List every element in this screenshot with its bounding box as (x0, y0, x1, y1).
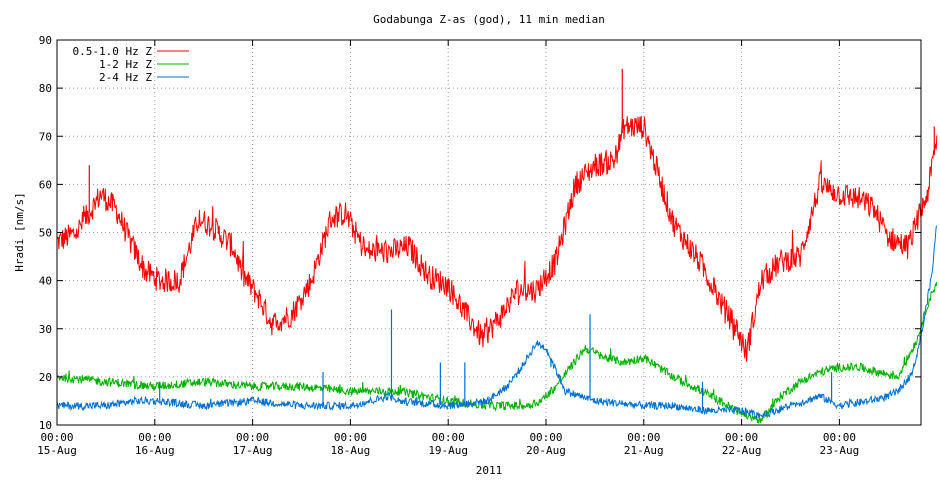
x-tick-time-label: 00:00 (138, 431, 171, 444)
y-tick-label: 70 (39, 130, 52, 143)
y-tick-label: 40 (39, 275, 52, 288)
y-tick-label: 90 (39, 34, 52, 47)
y-tick-label: 10 (39, 419, 52, 432)
x-tick-date-label: 23-Aug (820, 444, 860, 457)
y-tick-label: 50 (39, 227, 52, 240)
x-tick-date-label: 15-Aug (37, 444, 77, 457)
y-tick-label: 20 (39, 371, 52, 384)
x-tick-time-label: 00:00 (725, 431, 758, 444)
x-axis-label: 2011 (476, 464, 503, 477)
x-tick-date-label: 16-Aug (135, 444, 175, 457)
x-tick-labels: 00:0015-Aug00:0016-Aug00:0017-Aug00:0018… (37, 431, 859, 457)
axis-ticks (56, 39, 921, 426)
y-tick-labels: 10 20 30 40 50 60 70 80 90 (39, 34, 52, 432)
y-tick-label: 80 (39, 82, 52, 95)
x-tick-time-label: 00:00 (529, 431, 562, 444)
x-tick-time-label: 00:00 (432, 431, 465, 444)
series-line-3 (56, 225, 938, 420)
x-tick-time-label: 00:00 (40, 431, 73, 444)
x-tick-date-label: 17-Aug (233, 444, 273, 457)
y-tick-label: 30 (39, 323, 52, 336)
x-tick-time-label: 00:00 (334, 431, 367, 444)
chart-title: Godabunga Z-as (god), 11 min median (373, 13, 605, 26)
series-layer (56, 68, 938, 424)
x-tick-time-label: 00:00 (823, 431, 856, 444)
y-tick-label: 60 (39, 178, 52, 191)
legend: 0.5-1.0 Hz Z1-2 Hz Z2-4 Hz Z (73, 45, 189, 84)
series-line-2 (56, 281, 938, 424)
x-tick-date-label: 20-Aug (526, 444, 566, 457)
series-line-1 (56, 115, 938, 362)
y-axis-label: Hradi [nm/s] (13, 192, 26, 271)
x-tick-date-label: 21-Aug (624, 444, 664, 457)
legend-label: 0.5-1.0 Hz Z (73, 45, 153, 58)
x-tick-time-label: 00:00 (627, 431, 660, 444)
legend-label: 1-2 Hz Z (99, 58, 152, 71)
x-tick-date-label: 18-Aug (331, 444, 371, 457)
legend-label: 2-4 Hz Z (99, 71, 152, 84)
x-tick-time-label: 00:00 (236, 431, 269, 444)
x-tick-date-label: 19-Aug (428, 444, 468, 457)
x-tick-date-label: 22-Aug (722, 444, 762, 457)
